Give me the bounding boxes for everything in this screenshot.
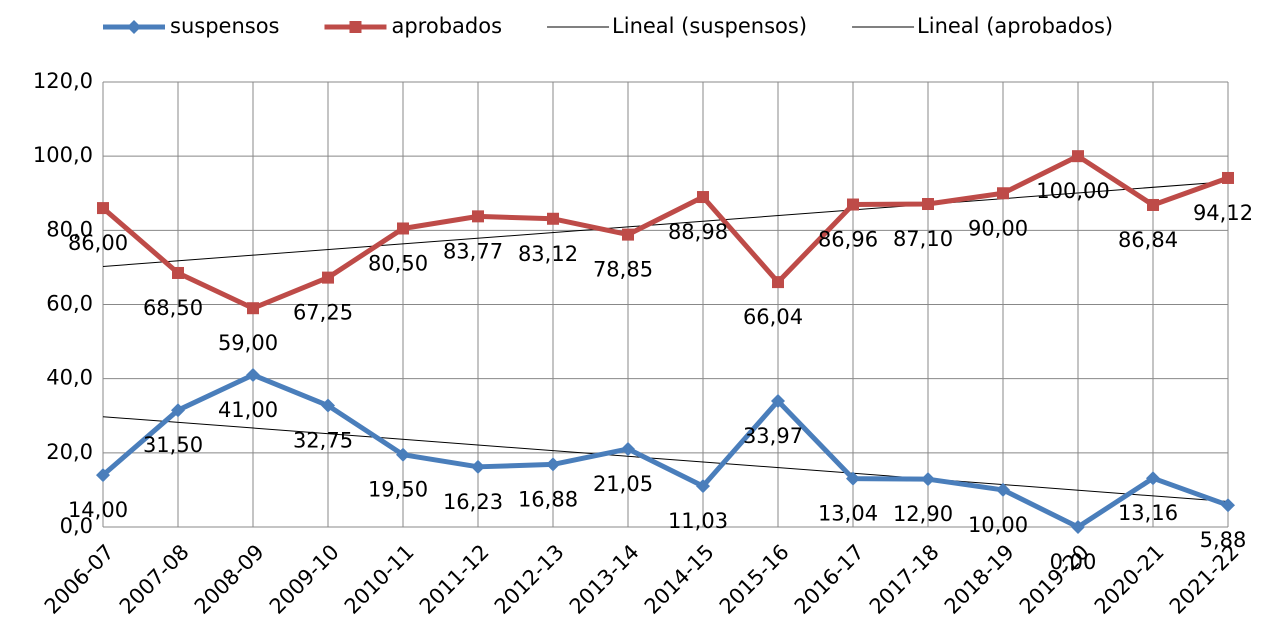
data-label: 83,77 <box>443 239 503 263</box>
data-label: 90,00 <box>968 216 1028 240</box>
legend-label: suspensos <box>170 14 279 38</box>
x-tick-label: 2013-14 <box>565 540 644 619</box>
marker <box>247 302 259 315</box>
data-label: 0,00 <box>1050 550 1097 574</box>
data-label: 80,50 <box>368 251 428 275</box>
data-label: 16,23 <box>443 490 503 514</box>
data-label: 94,12 <box>1193 201 1253 225</box>
marker <box>772 276 784 289</box>
marker <box>771 394 785 409</box>
marker <box>1222 171 1234 184</box>
marker <box>1147 198 1159 211</box>
marker <box>96 468 110 483</box>
marker <box>321 398 335 413</box>
marker <box>697 191 709 204</box>
data-label: 86,00 <box>68 231 128 255</box>
y-tick-label: 100,0 <box>33 143 93 167</box>
marker <box>172 266 184 279</box>
data-label: 88,98 <box>668 220 728 244</box>
data-label: 100,00 <box>1036 179 1109 203</box>
marker <box>621 441 635 456</box>
x-tick-label: 2008-09 <box>190 540 269 619</box>
marker <box>1072 150 1084 163</box>
marker <box>996 482 1010 497</box>
marker <box>1221 498 1235 513</box>
x-tick-label: 2010-11 <box>340 540 419 619</box>
x-tick-label: 2017-18 <box>865 540 944 619</box>
marker <box>696 479 710 494</box>
trendline <box>102 181 1229 267</box>
data-label: 14,00 <box>68 498 128 522</box>
y-tick-label: 20,0 <box>46 440 93 464</box>
marker <box>349 21 362 33</box>
x-tick-label: 2015-16 <box>715 540 794 619</box>
data-label: 68,50 <box>143 296 203 320</box>
series-line <box>101 153 1229 311</box>
data-label: 78,85 <box>593 258 653 282</box>
data-label: 32,75 <box>293 429 353 453</box>
data-label: 21,05 <box>593 472 653 496</box>
marker <box>246 367 260 382</box>
marker <box>622 228 634 241</box>
legend-label: aprobados <box>391 14 502 38</box>
marker <box>397 222 409 235</box>
y-tick-label: 40,0 <box>46 366 93 390</box>
data-label: 19,50 <box>368 478 428 502</box>
marker <box>846 471 860 486</box>
marker <box>922 198 934 211</box>
data-label: 41,00 <box>218 398 278 422</box>
data-label: 10,00 <box>968 513 1028 537</box>
marker <box>127 20 141 34</box>
marker <box>471 459 485 474</box>
marker <box>546 457 560 472</box>
marker <box>472 210 484 223</box>
x-tick-label: 2014-15 <box>640 540 719 619</box>
marker <box>97 202 109 215</box>
x-tick-label: 2009-10 <box>265 540 344 619</box>
marker <box>396 447 410 462</box>
legend-label: Lineal (aprobados) <box>917 14 1113 38</box>
data-label: 86,84 <box>1118 228 1178 252</box>
marker <box>171 403 185 418</box>
data-label: 59,00 <box>218 331 278 355</box>
x-tick-label: 2020-21 <box>1090 540 1169 619</box>
y-tick-label: 60,0 <box>46 292 93 316</box>
data-label: 83,12 <box>518 242 578 266</box>
y-tick-label: 80,0 <box>46 217 93 241</box>
y-tick-label: 0,0 <box>60 514 93 538</box>
data-label: 86,96 <box>818 228 878 252</box>
marker <box>847 198 859 211</box>
marker <box>921 472 935 487</box>
x-tick-label: 2011-12 <box>415 540 494 619</box>
x-tick-label: 2007-08 <box>115 540 194 619</box>
y-tick-label: 120,0 <box>33 69 93 93</box>
data-label: 5,88 <box>1200 528 1247 552</box>
legend-label: Lineal (suspensos) <box>612 14 807 38</box>
x-tick-label: 2018-19 <box>940 540 1019 619</box>
data-label: 13,16 <box>1118 501 1178 525</box>
marker <box>322 271 334 284</box>
data-label: 67,25 <box>293 301 353 325</box>
data-label: 12,90 <box>893 502 953 526</box>
marker <box>547 212 559 225</box>
x-tick-label: 2006-07 <box>40 540 119 619</box>
x-tick-label: 2016-17 <box>790 540 869 619</box>
data-label: 66,04 <box>743 305 803 329</box>
data-label: 11,03 <box>668 509 728 533</box>
marker <box>1146 471 1160 486</box>
marker <box>997 187 1009 200</box>
data-label: 13,04 <box>818 502 878 526</box>
data-label: 31,50 <box>143 433 203 457</box>
x-tick-label: 2012-13 <box>490 540 569 619</box>
data-label: 16,88 <box>518 487 578 511</box>
series-line <box>101 372 1229 530</box>
data-label: 87,10 <box>893 227 953 251</box>
data-label: 33,97 <box>743 424 803 448</box>
marker <box>1071 520 1085 534</box>
trendline <box>102 416 1229 503</box>
